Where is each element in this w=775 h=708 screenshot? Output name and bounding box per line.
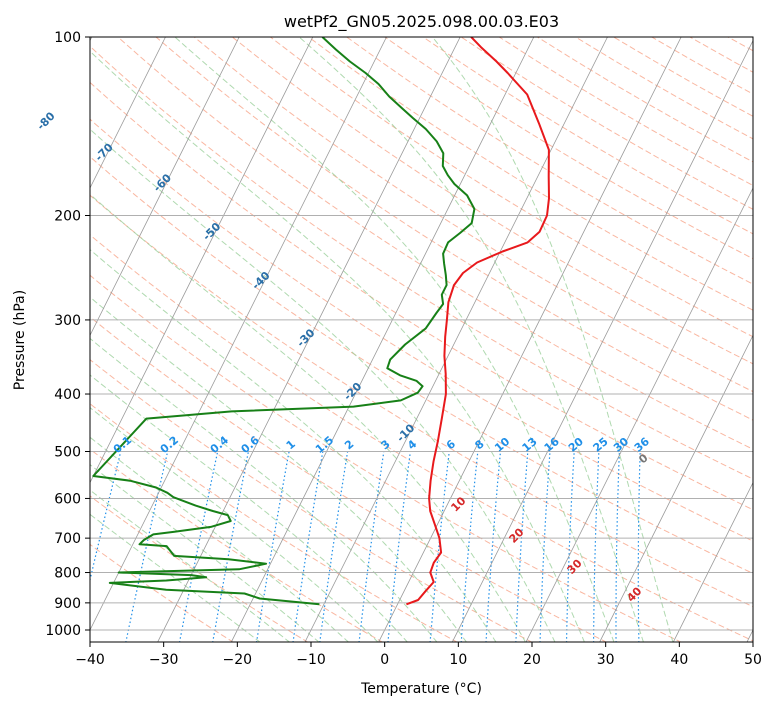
dry-adiabat — [90, 316, 608, 642]
isotherm-line — [90, 37, 387, 631]
mixing-ratio-line — [460, 451, 479, 642]
dry-adiabat — [90, 194, 753, 608]
isotherm-line — [378, 37, 682, 642]
grid — [90, 37, 753, 642]
x-tick-label: 20 — [523, 652, 541, 668]
y-tick-label: 500 — [54, 444, 81, 460]
y-tick-label: 600 — [54, 491, 81, 507]
moist-adiabat — [90, 337, 438, 642]
isotherm-line — [90, 37, 314, 484]
isotherm-line — [157, 37, 461, 642]
y-tick-label: 800 — [54, 566, 81, 582]
dry-adiabat — [90, 448, 384, 642]
chart-title: wetPf2_GN05.2025.098.00.03.E03 — [284, 12, 559, 32]
mixing-ratio-line — [387, 451, 411, 642]
isotherm-line — [672, 481, 753, 642]
moist-adiabat — [90, 193, 526, 642]
x-axis: −40 −30 −20 −10 0 10 20 30 40 50 — [75, 642, 762, 668]
y-tick-label: 1000 — [45, 623, 81, 639]
mixing-ratio-line — [90, 451, 122, 583]
moist-adiabat — [90, 489, 291, 642]
moist-adiabat — [90, 128, 556, 642]
x-tick-label: −20 — [223, 652, 253, 668]
dry-adiabat — [346, 37, 753, 285]
x-tick-label: 10 — [449, 652, 467, 668]
plot-frame — [89, 36, 754, 643]
dry-adiabat — [90, 156, 753, 574]
isotherm-line — [90, 37, 166, 189]
dry-adiabat — [270, 37, 753, 338]
mixing-ratio-line — [429, 451, 450, 642]
y-axis: 100 200 300 400 500 600 700 800 900 1000 — [45, 30, 90, 639]
x-tick-label: 50 — [744, 652, 762, 668]
dry-adiabat — [90, 543, 234, 642]
mixing-ratio-line — [358, 451, 385, 642]
y-tick-label: 100 — [54, 30, 81, 46]
dry-adiabat — [90, 403, 458, 642]
profiles — [92, 37, 550, 606]
moist-adiabat — [90, 406, 379, 642]
plot-background — [90, 37, 753, 642]
moist-adiabat — [90, 513, 261, 642]
moist-adiabat — [90, 50, 585, 642]
x-tick-label: −40 — [75, 652, 105, 668]
isotherm-line — [599, 334, 753, 642]
dry-adiabat — [90, 118, 753, 542]
mixing-ratio-line — [485, 451, 502, 642]
y-axis-title: Pressure (hPa) — [12, 290, 28, 390]
y-tick-label: 900 — [54, 596, 81, 612]
y-tick-label: 300 — [54, 313, 81, 329]
x-tick-label: 40 — [670, 652, 688, 668]
temperature-profile — [406, 37, 550, 606]
x-tick-label: 30 — [597, 652, 615, 668]
isotherm-line — [90, 37, 240, 337]
dewpoint-profile — [92, 37, 476, 606]
dry-adiabat — [90, 274, 682, 642]
mixing-ratio-line — [319, 451, 349, 642]
isotherm-line — [230, 37, 535, 642]
moist-adiabat — [90, 436, 350, 642]
mixing-ratio-line — [515, 451, 529, 642]
dry-adiabat — [90, 359, 533, 642]
dry-adiabat — [90, 81, 753, 511]
background-lines — [90, 37, 753, 642]
x-tick-label: 0 — [380, 652, 389, 668]
y-tick-label: 200 — [54, 209, 81, 225]
dry-adiabat — [117, 37, 753, 450]
x-tick-label: −30 — [149, 652, 179, 668]
isotherm-line — [451, 39, 753, 642]
x-axis-title: Temperature (°C) — [360, 681, 482, 697]
isotherm-line — [304, 37, 608, 642]
x-tick-label: −10 — [296, 652, 326, 668]
y-tick-label: 400 — [54, 387, 81, 403]
moist-adiabat — [298, 37, 644, 642]
moist-adiabat — [174, 37, 615, 642]
dry-adiabat — [193, 37, 753, 393]
y-tick-label: 700 — [54, 531, 81, 547]
isotherm-line — [525, 187, 753, 642]
mixing-ratio-line — [125, 451, 169, 642]
